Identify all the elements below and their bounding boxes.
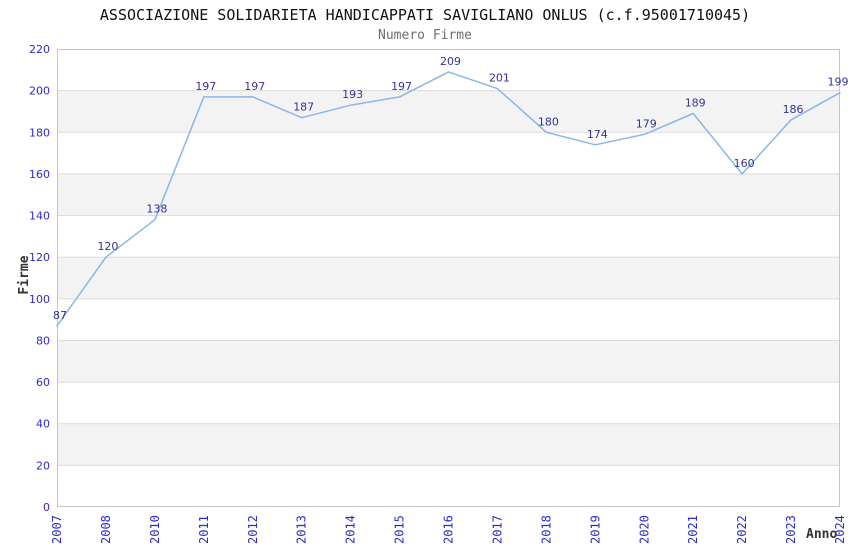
data-point-label: 189 — [685, 97, 706, 110]
y-axis-title: Firme — [17, 255, 32, 294]
x-tick-label: 2020 — [637, 515, 651, 544]
data-point-label: 197 — [244, 80, 265, 93]
chart-title: ASSOCIAZIONE SOLIDARIETA HANDICAPPATI SA… — [99, 6, 751, 24]
x-tick-label: 2013 — [295, 515, 309, 544]
data-point-label: 186 — [783, 103, 804, 116]
data-point-label: 187 — [293, 101, 314, 114]
x-tick-label: 2022 — [735, 515, 749, 544]
data-point-label: 209 — [440, 55, 461, 68]
x-tick-label: 2021 — [686, 515, 700, 544]
x-tick-label: 2016 — [442, 515, 456, 544]
y-tick-label: 140 — [29, 210, 50, 223]
data-point-label: 201 — [489, 72, 510, 85]
y-tick-label: 180 — [29, 126, 50, 139]
x-tick-label: 2017 — [490, 515, 504, 544]
data-point-label: 174 — [587, 128, 608, 141]
x-tick-label: 2010 — [148, 515, 162, 544]
grid-bands — [57, 90, 840, 466]
data-point-label: 87 — [53, 309, 67, 322]
y-tick-label: 60 — [36, 376, 50, 389]
x-tick-label: 2011 — [197, 515, 211, 544]
y-tick-label: 40 — [36, 418, 50, 431]
chart-subtitle: Numero Firme — [378, 28, 472, 43]
x-tick-label: 2019 — [588, 515, 602, 544]
x-axis-title: Anno — [806, 527, 837, 542]
y-tick-label: 200 — [29, 85, 50, 98]
data-point-labels: 87 120 138 197 197 187 193 197 209 201 180 174 179 18… — [53, 55, 849, 322]
data-point-label: 160 — [734, 157, 755, 170]
plot-border — [57, 49, 840, 507]
y-tick-label: 0 — [43, 501, 50, 514]
x-tick-label: 2012 — [246, 515, 260, 544]
series-line — [56, 71, 841, 327]
x-tick-label: 2014 — [344, 515, 358, 544]
y-tick-label: 220 — [29, 43, 50, 56]
data-point-label: 120 — [97, 240, 118, 253]
y-tick-label: 20 — [36, 459, 50, 472]
grid-band — [57, 339, 840, 383]
x-tick-label: 2007 — [50, 515, 64, 544]
y-tick-label: 160 — [29, 168, 50, 181]
grid-band — [57, 173, 840, 217]
data-point-label: 138 — [146, 203, 167, 216]
x-tick-label: 2015 — [393, 515, 407, 544]
x-tick-label: 2008 — [99, 515, 113, 544]
y-tick-label: 80 — [36, 334, 50, 347]
x-tick-label: 2024 — [833, 515, 847, 544]
data-point-label: 193 — [342, 88, 363, 101]
y-tick-label: 120 — [29, 251, 50, 264]
data-point-label: 197 — [195, 80, 216, 93]
x-tick-label: 2023 — [784, 515, 798, 544]
data-point-label: 197 — [391, 80, 412, 93]
line-series — [56, 71, 841, 327]
x-axis-tick-labels: 2007 2008 2010 2011 2012 2013 2014 2015 2016 2017… — [50, 515, 847, 544]
grid-band — [57, 90, 840, 133]
y-tick-label: 100 — [29, 293, 50, 306]
data-point-label: 179 — [636, 117, 657, 130]
x-tick-label: 2018 — [539, 515, 553, 544]
data-point-label: 199 — [828, 76, 849, 89]
y-axis-tick-labels: 0 20 40 60 80 100 120 140 160 180 200 220 — [29, 43, 50, 514]
grid-band — [57, 423, 840, 466]
data-point-label: 180 — [538, 115, 559, 128]
grid-band — [57, 256, 840, 300]
